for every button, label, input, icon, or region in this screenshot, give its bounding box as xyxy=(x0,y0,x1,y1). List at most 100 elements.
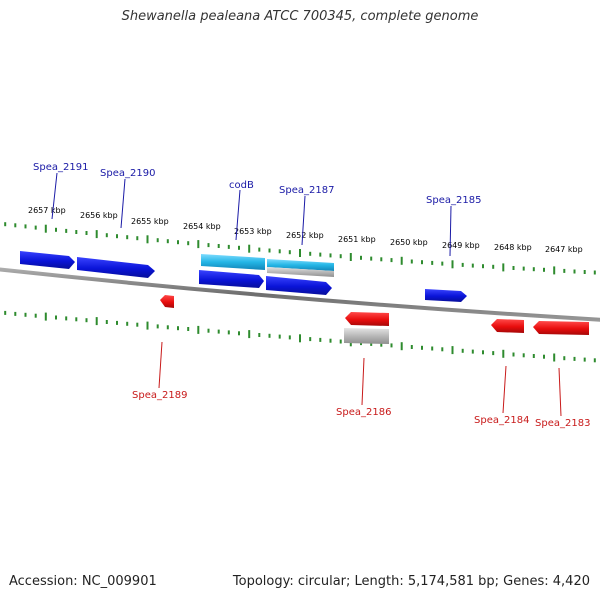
scale-tick xyxy=(370,341,373,346)
scale-tick xyxy=(583,357,586,362)
scale-tick xyxy=(461,262,464,267)
reverse-genes xyxy=(160,295,589,344)
gene-label-spea-2189[interactable]: Spea_2189 xyxy=(132,390,187,401)
gene-arrow-spea-2187[interactable] xyxy=(266,276,332,295)
gene-label-spea-2186[interactable]: Spea_2186 xyxy=(336,407,391,418)
cds-features xyxy=(201,254,334,277)
scale-tick xyxy=(24,312,27,317)
scale-tick xyxy=(166,325,169,330)
scale-tick xyxy=(116,234,118,239)
scale-tick xyxy=(380,257,383,262)
scale-tick xyxy=(329,253,332,258)
accession-text: Accession: NC_009901 xyxy=(9,574,157,589)
gene-label-spea-2191[interactable]: Spea_2191 xyxy=(33,162,88,173)
scale-tick xyxy=(75,230,78,234)
gene-label-spea-2187[interactable]: Spea_2187 xyxy=(279,185,334,196)
scale-tick xyxy=(187,241,190,246)
scale-tick xyxy=(410,345,413,349)
gene-arrow-spea-2183[interactable] xyxy=(533,321,589,335)
scale-tick xyxy=(75,317,78,322)
scale-tick xyxy=(553,266,556,275)
scale-tick xyxy=(136,236,139,241)
scale-tick xyxy=(197,240,200,249)
scale-tick xyxy=(309,251,312,256)
scale-label: 2647 kbp xyxy=(545,245,583,254)
gene-label-spea-2184[interactable]: Spea_2184 xyxy=(474,415,529,426)
scale-labels: 2657 kbp 2656 kbp 2655 kbp 2654 kbp 2653… xyxy=(28,206,583,254)
gene-arrow-spea-2184[interactable] xyxy=(491,319,524,333)
scale-tick xyxy=(55,227,57,232)
scale-tick xyxy=(146,235,149,244)
scale-tick xyxy=(177,240,179,245)
scale-tick xyxy=(512,352,515,357)
scale-tick xyxy=(339,254,342,259)
gene-arrow-spea-2185[interactable] xyxy=(425,289,467,302)
scale-tick xyxy=(471,349,474,354)
gene-label-spea-2183[interactable]: Spea_2183 xyxy=(535,418,590,429)
scale-tick xyxy=(126,321,129,326)
scale-tick xyxy=(309,337,312,342)
scale-tick xyxy=(258,333,261,337)
pseudo-feature-spea-2187[interactable] xyxy=(267,267,334,277)
scale-tick xyxy=(227,244,230,249)
scale-label: 2650 kbp xyxy=(390,238,428,247)
gene-label-codb[interactable]: codB xyxy=(229,180,254,191)
scale-tick xyxy=(238,245,240,250)
reverse-gene-callouts: Spea_2189 Spea_2186 Spea_2184 Spea_2183 xyxy=(132,341,590,429)
scale-tick xyxy=(482,350,484,355)
scale-tick xyxy=(502,349,505,358)
gene-label-spea-2185[interactable]: Spea_2185 xyxy=(426,195,481,206)
scale-tick xyxy=(400,256,403,265)
scale-tick xyxy=(563,356,566,361)
scale-tick xyxy=(278,334,281,339)
cds-feature-codb[interactable] xyxy=(201,254,265,270)
scale-tick xyxy=(390,258,393,263)
scale-tick xyxy=(512,266,515,270)
scale-tick xyxy=(24,224,27,229)
scale-tick xyxy=(166,239,169,244)
scale-tick xyxy=(207,243,210,248)
scale-tick xyxy=(339,339,342,344)
gene-label-spea-2190[interactable]: Spea_2190 xyxy=(100,168,155,179)
scale-tick xyxy=(421,345,423,350)
scale-tick xyxy=(410,259,413,264)
scale-tick xyxy=(553,353,556,362)
gene-arrow-codb[interactable] xyxy=(199,270,264,288)
genome-summary-text: Topology: circular; Length: 5,174,581 bp… xyxy=(232,574,590,589)
pseudo-feature-spea-2186[interactable] xyxy=(344,328,389,344)
scale-tick xyxy=(44,312,47,321)
scale-tick xyxy=(492,351,495,356)
scale-tick xyxy=(299,334,301,343)
scale-tick xyxy=(543,267,545,272)
gene-arrow-spea-2189[interactable] xyxy=(160,295,174,308)
scale-label: 2648 kbp xyxy=(494,243,532,252)
scale-tick xyxy=(431,260,434,265)
gene-arrow-spea-2186[interactable] xyxy=(345,312,389,326)
scale-tick xyxy=(461,348,464,353)
scale-tick xyxy=(451,260,454,269)
scale-tick xyxy=(14,311,17,316)
scale-tick xyxy=(4,310,7,315)
forward-gene-callouts: Spea_2191 Spea_2190 codB Spea_2187 Spea_… xyxy=(33,162,481,257)
scale-tick xyxy=(583,270,586,274)
scale-tick xyxy=(349,253,352,261)
scale-tick xyxy=(14,223,17,228)
scale-tick xyxy=(4,222,7,227)
scale-tick xyxy=(248,244,251,253)
forward-genes xyxy=(20,251,467,302)
scale-tick xyxy=(105,320,108,324)
gene-arrow-spea-2190[interactable] xyxy=(77,257,155,278)
gene-arrow-spea-2191[interactable] xyxy=(20,251,75,269)
scale-tick xyxy=(400,342,403,351)
scale-tick xyxy=(217,329,220,334)
scale-tick xyxy=(197,325,200,334)
scale-tick xyxy=(593,358,596,363)
scale-tick xyxy=(471,263,474,268)
scale-tick xyxy=(217,244,220,248)
scale-tick xyxy=(431,346,434,351)
scale-label: 2649 kbp xyxy=(442,241,480,250)
scale-label: 2652 kbp xyxy=(286,231,324,240)
scale-label: 2651 kbp xyxy=(338,235,376,244)
scale-tick xyxy=(441,347,444,352)
